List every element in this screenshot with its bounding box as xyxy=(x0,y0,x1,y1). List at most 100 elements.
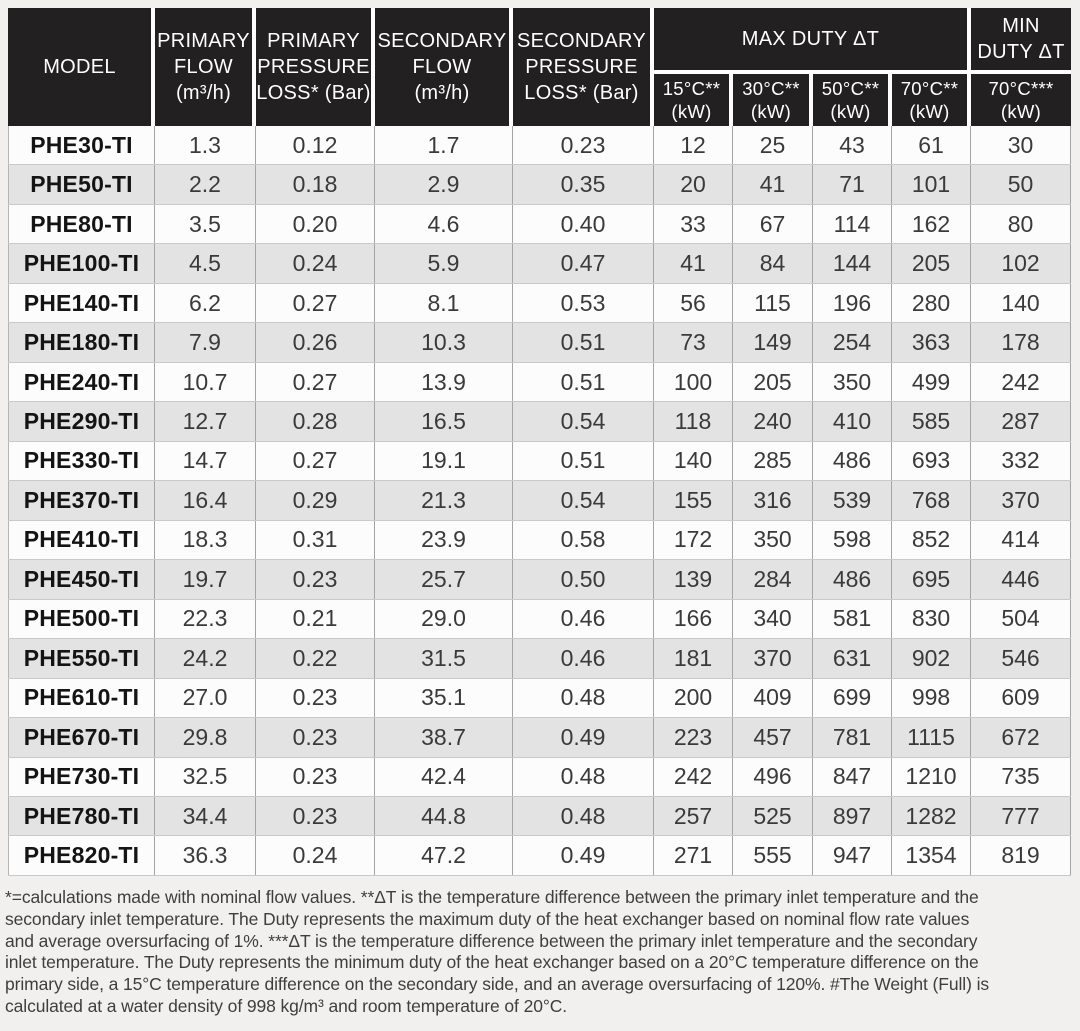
cell-value: 781 xyxy=(813,718,892,757)
sub-header-temp: 70°C** xyxy=(900,78,959,99)
cell-value: 31.5 xyxy=(375,639,513,678)
cell-value: 1.7 xyxy=(375,126,513,165)
col-header-line: PRESSURE xyxy=(525,56,638,78)
cell-value: 2.9 xyxy=(375,165,513,204)
cell-model: PHE100-TI xyxy=(8,244,155,283)
cell-value: 181 xyxy=(654,639,733,678)
cell-value: 0.27 xyxy=(256,362,375,402)
cell-value: 242 xyxy=(971,362,1071,402)
cell-model: PHE670-TI xyxy=(8,718,155,757)
cell-value: 205 xyxy=(892,244,971,283)
cell-model: PHE140-TI xyxy=(8,283,155,323)
cell-value: 0.18 xyxy=(256,165,375,204)
cell-value: 581 xyxy=(813,599,892,639)
cell-value: 7.9 xyxy=(155,323,256,362)
cell-value: 0.12 xyxy=(256,126,375,165)
cell-value: 223 xyxy=(654,718,733,757)
cell-value: 695 xyxy=(892,560,971,599)
cell-value: 73 xyxy=(654,323,733,362)
cell-value: 350 xyxy=(813,362,892,402)
cell-value: 410 xyxy=(813,402,892,441)
cell-value: 496 xyxy=(733,757,813,796)
cell-value: 139 xyxy=(654,560,733,599)
col-header-unit: LOSS* (Bar) xyxy=(256,82,371,104)
cell-value: 693 xyxy=(892,441,971,481)
cell-value: 257 xyxy=(654,796,733,836)
cell-value: 0.49 xyxy=(513,718,654,757)
cell-value: 0.23 xyxy=(513,126,654,165)
cell-value: 200 xyxy=(654,678,733,718)
col-header-line: PRESSURE xyxy=(257,56,370,78)
cell-value: 254 xyxy=(813,323,892,362)
cell-value: 155 xyxy=(654,481,733,520)
sub-header-unit: (kW) xyxy=(830,101,871,122)
cell-value: 699 xyxy=(813,678,892,718)
cell-value: 240 xyxy=(733,402,813,441)
cell-value: 0.48 xyxy=(513,757,654,796)
table-row: PHE550-TI 24.2 0.22 31.5 0.46 181 370 631 902 546 xyxy=(8,639,1071,679)
cell-value: 852 xyxy=(892,520,971,560)
cell-value: 14.7 xyxy=(155,441,256,481)
cell-value: 409 xyxy=(733,678,813,718)
cell-value: 0.26 xyxy=(256,323,375,362)
group-header-max-duty: MAX DUTY ΔT xyxy=(654,8,971,74)
cell-value: 12.7 xyxy=(155,402,256,441)
cell-value: 47.2 xyxy=(375,836,513,875)
cell-value: 414 xyxy=(971,520,1071,560)
col-header-line: SECONDARY xyxy=(516,30,647,52)
cell-model: PHE370-TI xyxy=(8,481,155,520)
cell-value: 6.2 xyxy=(155,283,256,323)
group-header-min-duty: MIN DUTY ΔT xyxy=(971,8,1071,74)
col-header-unit: (m³/h) xyxy=(414,82,470,104)
cell-value: 897 xyxy=(813,796,892,836)
cell-value: 8.1 xyxy=(375,283,513,323)
cell-model: PHE450-TI xyxy=(8,560,155,599)
sub-header-temp: 70°C*** xyxy=(988,78,1054,99)
col-header-line: PRIMARY xyxy=(157,30,250,52)
cell-value: 504 xyxy=(971,599,1071,639)
col-header-primary-pressure-loss: PRIMARY PRESSURE LOSS* (Bar) xyxy=(256,8,375,126)
group-header-line: DUTY ΔT xyxy=(977,41,1065,63)
sub-header-unit: (kW) xyxy=(750,101,792,122)
cell-value: 332 xyxy=(971,441,1071,481)
cell-value: 280 xyxy=(892,283,971,323)
cell-value: 13.9 xyxy=(375,362,513,402)
cell-value: 0.46 xyxy=(513,599,654,639)
cell-value: 585 xyxy=(892,402,971,441)
footnote-line: and average oversurfacing of 1%. ***ΔT i… xyxy=(5,930,978,951)
cell-value: 631 xyxy=(813,639,892,678)
col-header-secondary-flow: SECONDARY FLOW (m³/h) xyxy=(375,8,513,126)
cell-value: 0.22 xyxy=(256,639,375,678)
cell-value: 947 xyxy=(813,836,892,875)
table-row: PHE50-TI 2.2 0.18 2.9 0.35 20 41 71 101 50 xyxy=(8,165,1071,205)
cell-value: 18.3 xyxy=(155,520,256,560)
footnote-line: secondary inlet temperature. The Duty re… xyxy=(5,908,970,929)
cell-value: 0.29 xyxy=(256,481,375,520)
cell-value: 819 xyxy=(971,836,1071,875)
cell-value: 38.7 xyxy=(375,718,513,757)
sub-header-50c: 50°C** (kW) xyxy=(813,74,892,126)
cell-value: 3.5 xyxy=(155,204,256,244)
footnote-line: inlet temperature. The Duty represents t… xyxy=(5,952,979,973)
cell-value: 43 xyxy=(813,126,892,165)
cell-value: 598 xyxy=(813,520,892,560)
group-header-line: MIN xyxy=(1002,15,1040,37)
cell-model: PHE500-TI xyxy=(8,599,155,639)
cell-model: PHE730-TI xyxy=(8,757,155,796)
cell-value: 284 xyxy=(733,560,813,599)
col-header-unit: (m³/h) xyxy=(175,82,232,104)
col-header-secondary-pressure-loss: SECONDARY PRESSURE LOSS* (Bar) xyxy=(513,8,654,126)
cell-model: PHE290-TI xyxy=(8,402,155,441)
cell-value: 22.3 xyxy=(155,599,256,639)
cell-value: 0.23 xyxy=(256,678,375,718)
sub-header-30c: 30°C** (kW) xyxy=(733,74,813,126)
col-header-label: MODEL xyxy=(43,56,116,78)
cell-value: 32.5 xyxy=(155,757,256,796)
cell-value: 1115 xyxy=(892,718,971,757)
table-row: PHE30-TI 1.3 0.12 1.7 0.23 12 25 43 61 30 xyxy=(8,126,1071,166)
cell-model: PHE50-TI xyxy=(8,165,155,204)
cell-value: 0.48 xyxy=(513,796,654,836)
table-row: PHE820-TI 36.3 0.24 47.2 0.49 271 555 947 1354 81… xyxy=(8,836,1071,876)
cell-value: 115 xyxy=(733,283,813,323)
cell-value: 486 xyxy=(813,441,892,481)
